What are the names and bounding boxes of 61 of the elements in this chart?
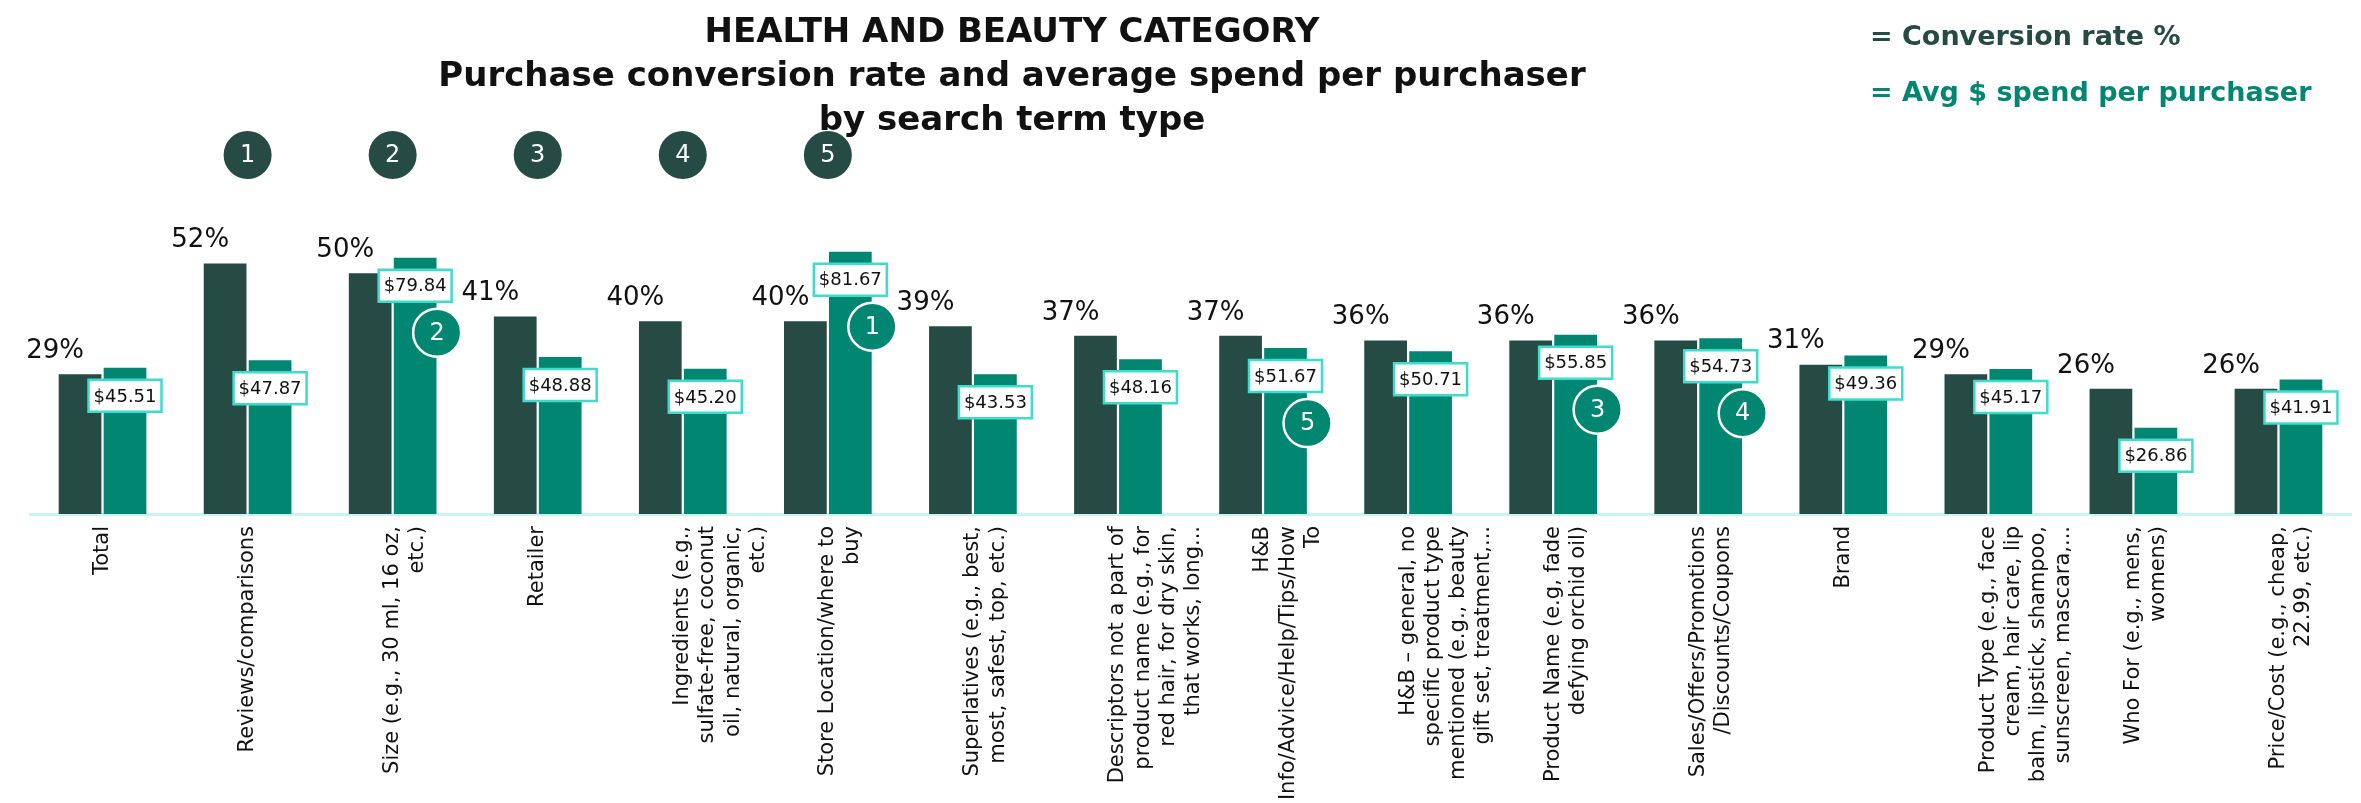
data-label: $48.16 bbox=[1108, 376, 1172, 398]
data-label: $48.88 bbox=[528, 373, 592, 395]
chart-subtitle: Purchase conversion rate and average spend per purchaser by search term type bbox=[437, 53, 1587, 140]
data-label: 29% bbox=[1912, 334, 1970, 365]
x-tick-label: Size (e.g., 30 ml, 16 oz, etc.) bbox=[379, 526, 429, 774]
text: 1 bbox=[239, 140, 256, 169]
data-label: 40% bbox=[751, 281, 810, 312]
x-tick-label: Total bbox=[88, 526, 113, 577]
x-tick-label: Price/Cost (e.g., cheap, 22.99, etc.) bbox=[2264, 526, 2315, 770]
x-tick-label: Reviews/comparisons bbox=[234, 526, 259, 753]
annotation: 4 bbox=[1735, 398, 1751, 427]
annotation: 1 bbox=[864, 311, 880, 340]
data-label: 37% bbox=[1186, 295, 1245, 326]
x-tick-label: Who For (e.g., mens, womens) bbox=[2119, 526, 2170, 745]
x-tick-label: Product Name (e.g, fade defying orchid oil) bbox=[1539, 526, 1589, 783]
data-label: $41.91 bbox=[2269, 396, 2333, 418]
data-label: 41% bbox=[461, 276, 520, 307]
data-label: 26% bbox=[2202, 348, 2260, 379]
x-tick-label: Retailer bbox=[524, 525, 549, 607]
text: = Avg $ spend per purchaser bbox=[1870, 75, 2312, 109]
x-tick-label: Store Location/where to buy bbox=[814, 526, 864, 777]
data-label: $45.17 bbox=[1979, 385, 2043, 407]
data-label: 50% bbox=[316, 232, 375, 263]
x-tick-label: H&B – general, no specific product type mentioned (e.g., beauty gift set, treatment,... bbox=[1394, 526, 1495, 781]
data-label: $45.20 bbox=[673, 385, 737, 407]
chart-title: HEALTH AND BEAUTY CATEGORY bbox=[703, 9, 1321, 52]
data-label: $45.51 bbox=[93, 384, 157, 406]
data-label: $51.67 bbox=[1254, 364, 1318, 386]
text: 4 bbox=[675, 140, 691, 169]
data-label: $49.36 bbox=[1834, 372, 1898, 394]
data-label: $54.73 bbox=[1689, 354, 1753, 376]
x-tick-label: Product Type (e.g., face cream, hair care, lip balm, lipstick, shampoo, sunscreen, mascara,... bbox=[1974, 526, 2075, 783]
data-label: 39% bbox=[896, 285, 955, 316]
data-label: $26.86 bbox=[2124, 444, 2188, 466]
x-tick-label: Descriptors not a part of product name (e.g., for red hair, for dry skin, that works, long... bbox=[1104, 525, 1205, 784]
data-label: 40% bbox=[606, 281, 665, 312]
data-label: $79.84 bbox=[383, 274, 447, 296]
x-tick-label: H&B Info/Advice/Help/Tips/How To bbox=[1249, 526, 1324, 801]
text: = Conversion rate % bbox=[1870, 19, 2182, 53]
annotation: 2 bbox=[429, 317, 445, 346]
data-label: $55.85 bbox=[1544, 351, 1608, 373]
data-label: $47.87 bbox=[238, 376, 302, 398]
x-tick-label: Ingredients (e.g., sulfate-free, coconut oil, natural, organic, etc.) bbox=[669, 526, 769, 744]
data-label: $43.53 bbox=[963, 390, 1027, 412]
data-label: 36% bbox=[1476, 300, 1535, 331]
data-label: 31% bbox=[1767, 324, 1825, 355]
data-label: 26% bbox=[2057, 348, 2115, 379]
data-label: 36% bbox=[1331, 300, 1390, 331]
data-label: 29% bbox=[26, 334, 85, 365]
x-tick-label: Superlatives (e.g., best, most, safest, top, etc.) bbox=[959, 526, 1009, 777]
x-tick-label: Brand bbox=[1829, 526, 1854, 589]
data-label: $81.67 bbox=[818, 268, 882, 290]
annotation: 3 bbox=[1590, 394, 1606, 423]
data-label: $50.71 bbox=[1399, 367, 1463, 389]
annotation: 5 bbox=[1299, 408, 1316, 437]
data-label: 37% bbox=[1041, 295, 1100, 326]
text: 5 bbox=[820, 140, 836, 169]
data-label: 36% bbox=[1621, 300, 1680, 331]
text: 2 bbox=[385, 140, 401, 169]
text: 3 bbox=[530, 140, 546, 169]
data-label: 52% bbox=[171, 223, 230, 254]
